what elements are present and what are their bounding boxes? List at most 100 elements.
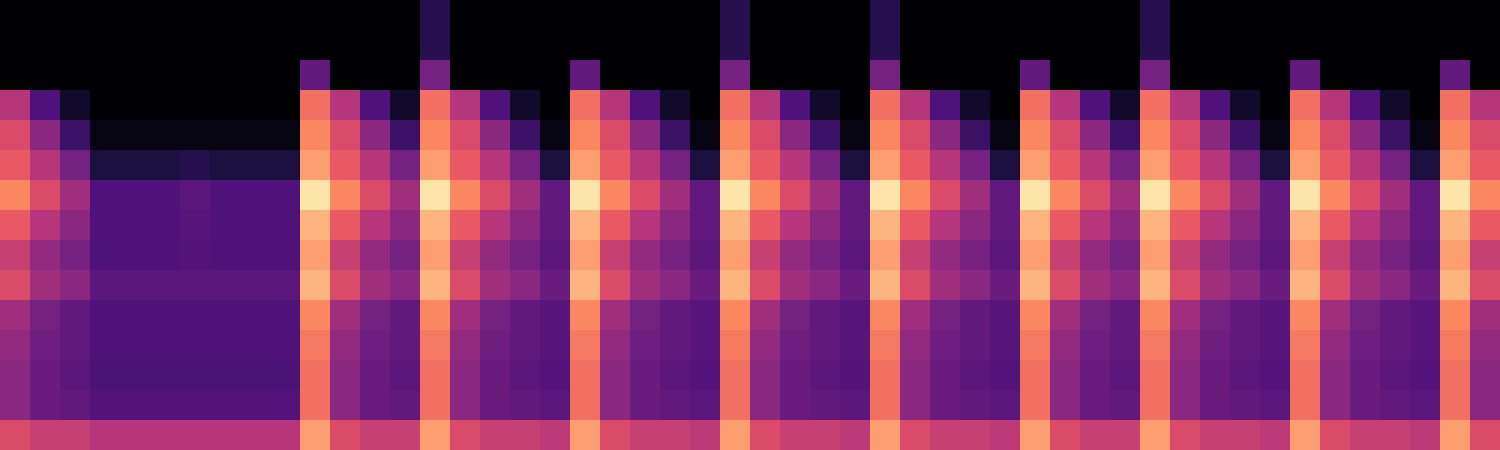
cell: [930, 300, 961, 331]
cell: [0, 360, 31, 391]
cell: [120, 390, 151, 421]
cell: [990, 390, 1021, 421]
cell: [1290, 330, 1321, 361]
cell: [1050, 0, 1081, 31]
cell: [450, 180, 481, 211]
cell: [660, 240, 691, 271]
cell: [1290, 420, 1321, 450]
cell: [1230, 90, 1261, 121]
cell: [210, 210, 241, 241]
cell: [180, 420, 211, 450]
cell: [0, 60, 31, 91]
cell: [990, 240, 1021, 271]
cell: [480, 300, 511, 331]
cell: [1260, 90, 1291, 121]
cell: [0, 240, 31, 271]
cell: [600, 60, 631, 91]
cell: [930, 330, 961, 361]
cell: [540, 390, 571, 421]
cell: [690, 360, 721, 391]
cell: [30, 30, 61, 61]
cell: [1230, 330, 1261, 361]
cell: [840, 390, 871, 421]
cell: [690, 150, 721, 181]
cell: [690, 180, 721, 211]
cell: [1350, 390, 1381, 421]
cell: [570, 270, 601, 301]
cell: [690, 60, 721, 91]
cell: [1140, 60, 1171, 91]
cell: [1050, 420, 1081, 450]
cell: [1440, 30, 1471, 61]
cell: [1290, 270, 1321, 301]
cell: [960, 0, 991, 31]
cell: [810, 360, 841, 391]
cell: [780, 270, 811, 301]
cell: [300, 180, 331, 211]
cell: [1110, 210, 1141, 241]
cell: [660, 270, 691, 301]
cell: [120, 240, 151, 271]
cell: [840, 360, 871, 391]
cell: [1020, 210, 1051, 241]
cell: [870, 90, 901, 121]
cell: [1470, 60, 1500, 91]
cell: [720, 420, 751, 450]
cell: [1320, 240, 1351, 271]
cell: [840, 120, 871, 151]
cell: [1260, 360, 1291, 391]
cell: [930, 270, 961, 301]
cell: [810, 210, 841, 241]
cell: [0, 90, 31, 121]
cell: [990, 210, 1021, 241]
cell: [780, 150, 811, 181]
cell: [1350, 180, 1381, 211]
cell: [90, 30, 121, 61]
cell: [150, 120, 181, 151]
cell: [1440, 360, 1471, 391]
cells: [0, 0, 1500, 450]
cell: [1440, 60, 1471, 91]
cell: [360, 360, 391, 391]
cell: [1230, 390, 1261, 421]
cell: [390, 150, 421, 181]
cell: [630, 60, 661, 91]
cell: [930, 90, 961, 121]
cell: [600, 90, 631, 121]
cell: [210, 330, 241, 361]
cell: [1170, 390, 1201, 421]
cell: [1440, 0, 1471, 31]
cell: [1380, 420, 1411, 450]
cell: [930, 120, 961, 151]
cell: [1080, 270, 1111, 301]
cell: [600, 330, 631, 361]
cell: [30, 240, 61, 271]
cell: [1170, 60, 1201, 91]
cell: [900, 180, 931, 211]
cell: [840, 150, 871, 181]
cell: [780, 240, 811, 271]
cell: [1080, 330, 1111, 361]
cell: [1380, 60, 1411, 91]
cell: [480, 420, 511, 450]
cell: [1230, 240, 1261, 271]
cell: [1320, 390, 1351, 421]
cell: [300, 240, 331, 271]
cell: [540, 360, 571, 391]
cell: [270, 360, 301, 391]
cell: [330, 330, 361, 361]
cell: [720, 360, 751, 391]
cell: [1380, 120, 1411, 151]
cell: [390, 90, 421, 121]
cell: [180, 120, 211, 151]
cell: [1170, 420, 1201, 450]
cell: [360, 240, 391, 271]
cell: [90, 120, 121, 151]
cell: [1440, 210, 1471, 241]
cell: [420, 390, 451, 421]
cell: [120, 330, 151, 361]
cell: [240, 30, 271, 61]
cell: [90, 180, 121, 211]
cell: [870, 60, 901, 91]
cell: [420, 420, 451, 450]
